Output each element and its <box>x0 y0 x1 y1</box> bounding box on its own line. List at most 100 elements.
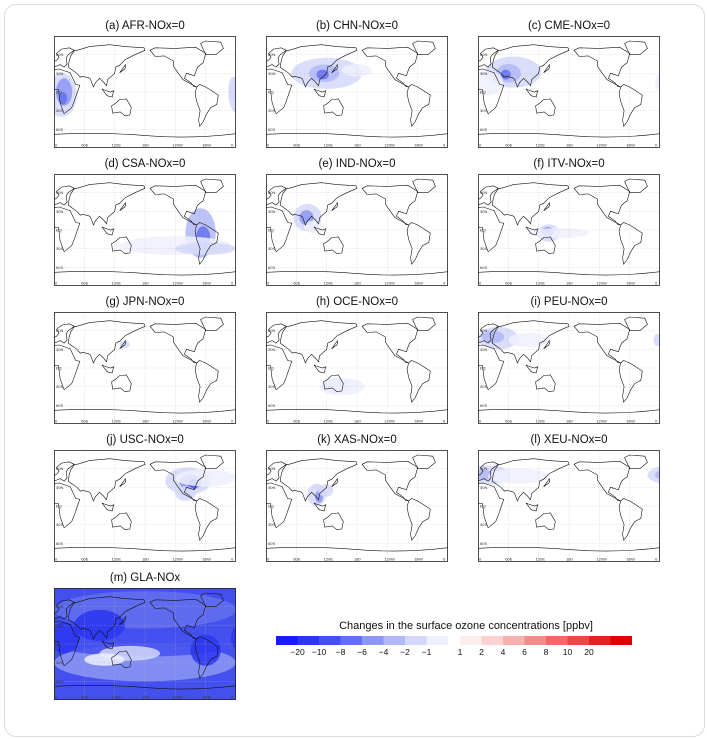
lon-tick-label: 60E <box>505 419 512 424</box>
colorbar-swatch-negative <box>340 636 362 645</box>
coastline <box>406 360 431 403</box>
colorbar-tick-label: −4 <box>379 647 389 657</box>
coastline <box>491 182 570 226</box>
lat-tick-label: 30N <box>56 347 63 352</box>
lon-tick-label: 0 <box>267 143 270 148</box>
lon-tick-label: 60E <box>81 281 88 286</box>
coastline <box>313 226 327 236</box>
lat-tick-label: EQ <box>56 642 62 647</box>
lat-tick-label: 30S <box>480 108 487 113</box>
ozone-change-area <box>319 377 365 396</box>
lat-tick-label: 30S <box>268 522 275 527</box>
lon-tick-label: 120W <box>384 143 395 148</box>
coastline <box>67 458 146 502</box>
colorbar-swatch-positive <box>481 636 503 645</box>
coastline <box>313 88 327 98</box>
lat-tick-label: 60S <box>480 127 487 132</box>
coastline <box>111 374 132 392</box>
coastline <box>67 596 146 640</box>
lon-tick-label: 180 <box>566 419 573 424</box>
coastline <box>618 84 643 127</box>
panel-title: (i) PEU-NOx=0 <box>530 296 608 308</box>
lat-tick-label: EQ <box>480 90 486 95</box>
ozone-change-area <box>230 626 236 650</box>
lat-tick-label: 60N <box>480 466 487 471</box>
coastline <box>194 360 219 403</box>
coastline <box>361 184 419 226</box>
lon-tick-label: 60W <box>415 557 423 562</box>
lon-tick-label: 120W <box>172 695 183 700</box>
ozone-change-area <box>508 332 549 348</box>
lat-tick-label: EQ <box>56 366 62 371</box>
colorbar-tick-label: 8 <box>544 647 549 657</box>
lon-tick-label: 180 <box>354 419 361 424</box>
colorbar-tick-label: 4 <box>501 647 506 657</box>
lon-tick-label: 180 <box>142 281 149 286</box>
lon-tick-label: 120W <box>172 557 183 562</box>
lon-tick-label: 120E <box>112 557 122 562</box>
lat-tick-label: 30N <box>268 71 275 76</box>
lat-tick-label: 30S <box>268 246 275 251</box>
lon-tick-label: 0 <box>55 143 58 148</box>
lat-tick-label: EQ <box>268 366 274 371</box>
lon-tick-label: 0 <box>231 143 234 148</box>
colorbar-swatch-negative <box>297 636 319 645</box>
colorbar-swatch-positive <box>524 636 546 645</box>
coastline <box>412 454 436 469</box>
coastline <box>525 226 539 236</box>
coastline <box>266 206 293 253</box>
world-map: 60N 30N EQ 30S 60S 0 60E 120E 180 120W 60W 0 <box>54 450 236 562</box>
lon-tick-label: 0 <box>55 419 58 424</box>
coastline <box>119 201 127 211</box>
lat-tick-label: 60N <box>56 190 63 195</box>
lat-tick-label: EQ <box>268 504 274 509</box>
coastline <box>279 458 358 502</box>
colorbar-swatch-positive <box>589 636 611 645</box>
lat-tick-label: 60N <box>56 466 63 471</box>
coastline <box>573 322 631 364</box>
map-panel: (a) AFR-NOx=0 60N 30N EQ 30S 60S 0 60E 120E 180 12… <box>54 20 236 148</box>
coastline <box>313 364 327 374</box>
coastline <box>323 374 344 392</box>
coastline <box>573 184 631 226</box>
lat-tick-label: 30S <box>56 384 63 389</box>
panel-title: (f) ITV-NOx=0 <box>533 158 605 170</box>
coastline <box>111 650 132 668</box>
coastline <box>331 339 339 349</box>
colorbar-swatch-negative <box>405 636 427 645</box>
colorbar-tick-label: −10 <box>312 647 327 657</box>
world-map: 60N 30N EQ 30S 60S 0 60E 120E 180 120W 60W 0 <box>478 36 660 148</box>
lat-tick-label: 30N <box>268 485 275 490</box>
lon-tick-label: 180 <box>142 419 149 424</box>
lat-tick-label: 30S <box>268 108 275 113</box>
world-map: 60N 30N EQ 30S 60S 0 60E 120E 180 120W 60W 0 <box>54 312 236 424</box>
coastline <box>279 44 358 88</box>
world-map: 60N 30N EQ 30S 60S 0 60E 120E 180 120W 60W 0 <box>266 36 448 148</box>
lon-tick-label: 180 <box>354 143 361 148</box>
coastline <box>200 316 224 331</box>
coastline <box>111 98 132 116</box>
colorbar-swatch-negative <box>319 636 341 645</box>
coastline <box>200 592 224 607</box>
colorbar-swatch-negative <box>362 636 384 645</box>
lat-tick-label: EQ <box>480 228 486 233</box>
lon-tick-label: 0 <box>479 143 482 148</box>
lon-tick-label: 0 <box>443 419 446 424</box>
lon-tick-label: 120E <box>536 281 546 286</box>
map-panel: (d) CSA-NOx=0 60N 30N EQ 30S 60S 0 60E 120E 180 12… <box>54 158 236 286</box>
coastline <box>119 339 127 349</box>
panel-title: (b) CHN-NOx=0 <box>315 20 399 32</box>
coastline <box>119 615 127 625</box>
coastline <box>279 182 358 226</box>
lon-tick-label: 0 <box>655 281 658 286</box>
lat-tick-label: 60S <box>268 127 275 132</box>
lon-tick-label: 60W <box>203 695 211 700</box>
coastline <box>101 364 115 374</box>
lon-tick-label: 120W <box>596 557 607 562</box>
world-map: 60N 30N EQ 30S 60S 0 60E 120E 180 120W 60W 0 <box>54 174 236 286</box>
coastline <box>406 84 431 127</box>
lon-tick-label: 0 <box>655 419 658 424</box>
lon-tick-label: 60E <box>293 281 300 286</box>
panel-title: (c) CME-NOx=0 <box>527 20 611 32</box>
lon-tick-label: 60E <box>293 419 300 424</box>
